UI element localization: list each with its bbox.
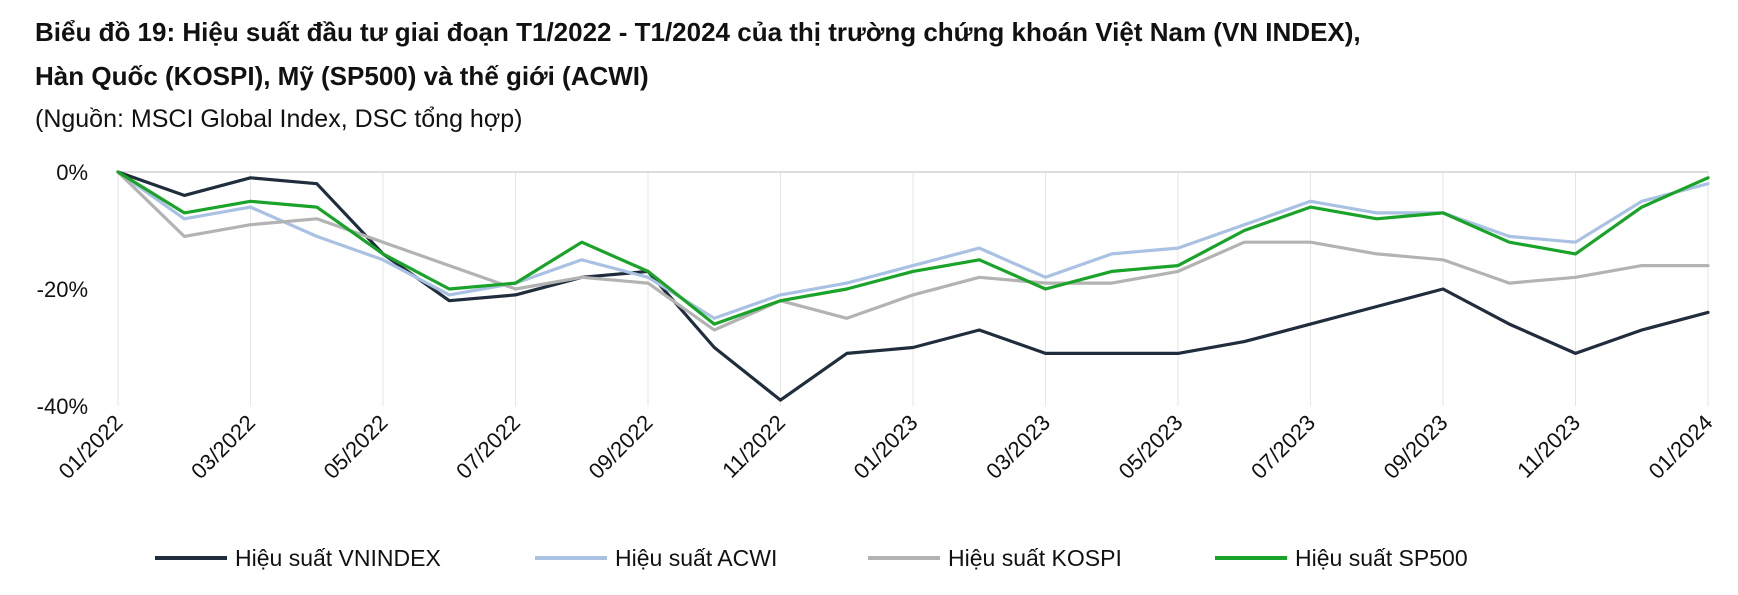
legend-item: Hiệu suất VNINDEX (155, 540, 441, 576)
legend-label: Hiệu suất VNINDEX (235, 544, 441, 571)
legend-swatch (535, 556, 607, 560)
legend-label: Hiệu suất KOSPI (948, 544, 1122, 571)
x-tick-label: 07/2023 (1246, 410, 1320, 484)
legend-label: Hiệu suất SP500 (1295, 544, 1468, 571)
legend-item: Hiệu suất KOSPI (868, 540, 1122, 576)
legend-label: Hiệu suất ACWI (615, 544, 778, 571)
chart-title-line-1: Biểu đồ 19: Hiệu suất đầu tư giai đoạn T… (35, 17, 1361, 47)
chart-title-line-2: Hàn Quốc (KOSPI), Mỹ (SP500) và thế giới… (35, 61, 649, 91)
x-tick-label: 11/2022 (717, 410, 790, 483)
legend-swatch (1215, 556, 1287, 560)
x-tick-label: 01/2024 (1644, 410, 1718, 484)
chart-title: Biểu đồ 19: Hiệu suất đầu tư giai đoạn T… (35, 10, 1715, 98)
x-tick-label: 05/2023 (1114, 410, 1188, 484)
chart-legend: Hiệu suất VNINDEX Hiệu suất ACWI Hiệu suất… (0, 540, 1738, 576)
x-tick-label: 09/2023 (1379, 410, 1453, 484)
x-tick-label: 09/2022 (584, 410, 658, 484)
line-chart: 0% -20% -40%01/2022 03/2022 05/2022 07/2022 09… (37, 160, 1718, 484)
series-line (116, 170, 1710, 326)
x-tick-label: 01/2023 (849, 410, 923, 484)
x-tick-label: 11/2023 (1512, 410, 1585, 483)
legend-item: Hiệu suất ACWI (535, 540, 777, 576)
chart-source: (Nguồn: MSCI Global Index, DSC tổng hợp) (35, 105, 523, 133)
x-tick-label: 07/2022 (451, 410, 525, 484)
y-tick-label: 0% (56, 160, 88, 185)
legend-item: Hiệu suất SP500 (1215, 540, 1468, 576)
x-tick-label: 03/2023 (981, 410, 1055, 484)
x-tick-label: 05/2022 (319, 410, 393, 484)
x-tick-label: 01/2022 (54, 410, 128, 484)
legend-swatch (868, 556, 940, 560)
y-tick-label: -20% (37, 277, 88, 302)
x-tick-label: 03/2022 (186, 410, 260, 484)
legend-swatch (155, 556, 227, 560)
series-line (116, 170, 1710, 332)
y-tick-label: -40% (37, 394, 88, 419)
